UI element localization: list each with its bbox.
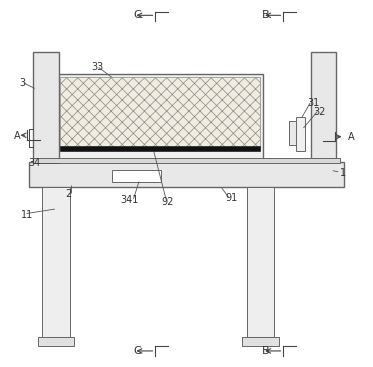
Bar (112, 170, 161, 182)
Text: A: A (348, 132, 355, 142)
Text: A: A (13, 131, 20, 141)
Text: 92: 92 (162, 197, 174, 207)
Bar (58, 74, 263, 161)
Text: 3: 3 (19, 78, 25, 88)
Bar (33, 52, 59, 161)
Bar (242, 337, 279, 346)
Text: 2: 2 (65, 189, 71, 199)
Bar (33, 158, 340, 163)
Text: B: B (262, 346, 270, 356)
Bar (29, 161, 344, 187)
Text: 341: 341 (120, 195, 138, 205)
Bar (38, 337, 74, 346)
Text: 1: 1 (340, 167, 346, 178)
Text: 32: 32 (314, 107, 326, 117)
Text: 34: 34 (28, 159, 40, 168)
Text: C: C (133, 346, 141, 356)
Bar (42, 187, 69, 337)
Bar (289, 121, 303, 145)
Text: B: B (262, 10, 270, 20)
Bar (296, 117, 305, 151)
Bar (60, 77, 260, 149)
Bar (311, 52, 336, 161)
Text: 31: 31 (307, 98, 319, 108)
Text: 91: 91 (226, 193, 238, 203)
Bar (60, 146, 260, 150)
Text: C: C (133, 10, 141, 20)
Text: 33: 33 (91, 62, 104, 72)
Bar (247, 187, 274, 337)
Text: 11: 11 (21, 210, 33, 219)
